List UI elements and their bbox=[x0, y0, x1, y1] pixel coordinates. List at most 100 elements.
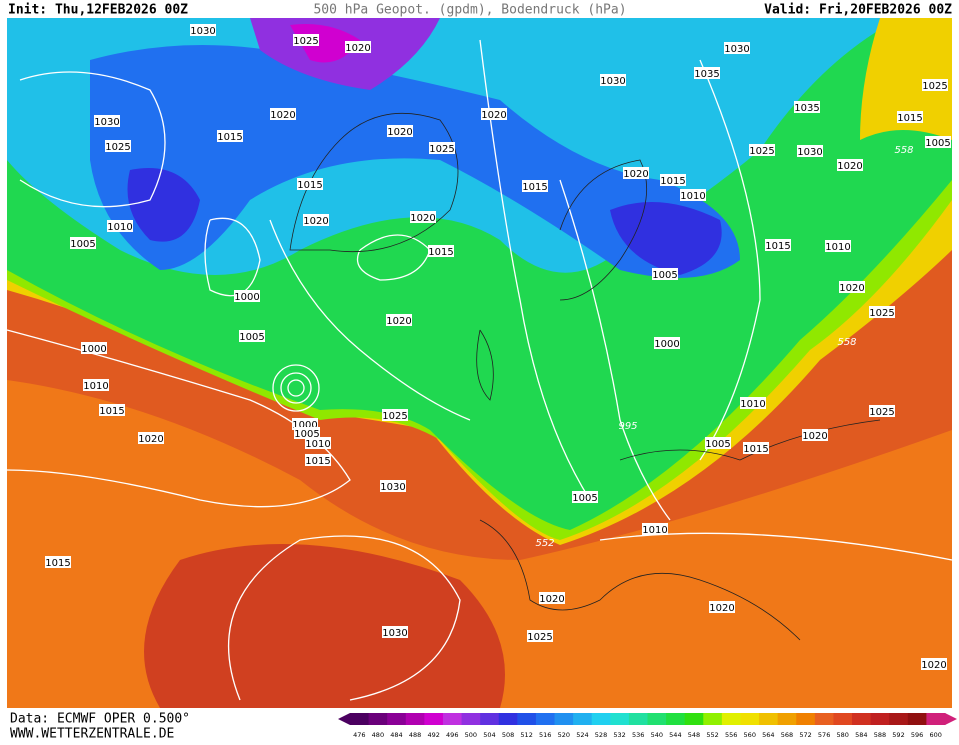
label-box bbox=[190, 24, 216, 36]
colorbar-label: 524 bbox=[576, 731, 588, 739]
isobar-label: 1025 bbox=[922, 81, 947, 92]
isobar-label: 1020 bbox=[839, 283, 864, 294]
colorbar-swatch bbox=[814, 713, 834, 725]
isobar-label: 1025 bbox=[749, 146, 774, 157]
colorbar-label: 480 bbox=[372, 731, 384, 739]
isobar-label: 1005 bbox=[652, 270, 677, 281]
colorbar-swatch bbox=[907, 713, 927, 725]
label-box bbox=[94, 115, 120, 127]
isobar-label: 1020 bbox=[481, 110, 506, 121]
colorbar-label: 584 bbox=[855, 731, 867, 739]
colorbar-label: 532 bbox=[613, 731, 625, 739]
valid-text: Valid: Fri,20FEB2026 00Z bbox=[764, 3, 952, 18]
colorbar-label: 492 bbox=[427, 731, 439, 739]
colorbar-swatch bbox=[703, 713, 723, 725]
label-box bbox=[428, 245, 454, 257]
isobar-label: 1015 bbox=[522, 182, 547, 193]
label-box bbox=[294, 427, 320, 439]
colorbar-swatch bbox=[554, 713, 574, 725]
label-box bbox=[387, 125, 413, 137]
colorbar-label: 544 bbox=[669, 731, 681, 739]
isobar-label: 1020 bbox=[539, 594, 564, 605]
label-box bbox=[572, 491, 598, 503]
isobar-label: 1020 bbox=[802, 431, 827, 442]
label-box bbox=[527, 630, 553, 642]
isobar-label: 1025 bbox=[382, 411, 407, 422]
isobar-label: 1030 bbox=[382, 628, 407, 639]
colorbar-swatch bbox=[424, 713, 444, 725]
isobar-label: 1005 bbox=[294, 429, 319, 440]
colorbar-label: 596 bbox=[911, 731, 923, 739]
colorbar-label: 504 bbox=[483, 731, 495, 739]
isobar-label: 1025 bbox=[293, 36, 318, 47]
colorbar-swatch bbox=[591, 713, 611, 725]
isobar-label: 558 bbox=[894, 145, 913, 156]
colorbar-label: 580 bbox=[837, 731, 849, 739]
isobar-label: 1000 bbox=[292, 420, 317, 431]
colorbar-swatch bbox=[350, 713, 370, 725]
isobar-label: 1035 bbox=[694, 69, 719, 80]
label-box bbox=[694, 67, 720, 79]
label-box bbox=[709, 601, 735, 613]
label-box bbox=[705, 437, 731, 449]
colorbar-swatch bbox=[777, 713, 797, 725]
isobar-label: 1020 bbox=[138, 434, 163, 445]
colorbar-swatch bbox=[573, 713, 593, 725]
label-box bbox=[522, 180, 548, 192]
label-box bbox=[305, 437, 331, 449]
colorbar-swatch bbox=[517, 713, 537, 725]
map-title: 500 hPa Geopot. (gpdm), Bodendruck (hPa) bbox=[313, 3, 626, 18]
isobar-label: 1010 bbox=[680, 191, 705, 202]
label-box bbox=[922, 79, 948, 91]
label-box bbox=[802, 429, 828, 441]
coastlines bbox=[289, 112, 881, 641]
colorbar-label: 592 bbox=[892, 731, 904, 739]
colorbar-swatch bbox=[721, 713, 741, 725]
label-box bbox=[305, 454, 331, 466]
colorbar-label: 588 bbox=[874, 731, 886, 739]
colorbar-label: 488 bbox=[409, 731, 421, 739]
isobar-label: 1030 bbox=[600, 76, 625, 87]
label-box bbox=[138, 432, 164, 444]
isobar-label: 1030 bbox=[797, 147, 822, 158]
colorbar-label: 560 bbox=[744, 731, 756, 739]
label-box bbox=[642, 523, 668, 535]
colorbar-swatch bbox=[628, 713, 648, 725]
label-box bbox=[481, 108, 507, 120]
isobar-label: 1010 bbox=[642, 525, 667, 536]
colorbar-arrow bbox=[338, 713, 350, 725]
isobar-label: 1020 bbox=[270, 110, 295, 121]
label-box bbox=[297, 178, 323, 190]
isobar-label: 1000 bbox=[234, 292, 259, 303]
label-box bbox=[654, 337, 680, 349]
label-box bbox=[839, 281, 865, 293]
isobar-label: 1030 bbox=[380, 482, 405, 493]
isobar-label: 1015 bbox=[660, 176, 685, 187]
isobar-label: 1025 bbox=[527, 632, 552, 643]
isobar-label: 1020 bbox=[623, 169, 648, 180]
label-box bbox=[83, 379, 109, 391]
isobar-label: 1000 bbox=[81, 344, 106, 355]
label-box bbox=[293, 34, 319, 46]
colorbar-label: 496 bbox=[446, 731, 458, 739]
colorbar-label: 552 bbox=[706, 731, 718, 739]
isobar-label: 1020 bbox=[387, 127, 412, 138]
label-box bbox=[234, 290, 260, 302]
isobar-label: 1005 bbox=[239, 332, 264, 343]
isobar-label: 1010 bbox=[83, 381, 108, 392]
label-box bbox=[380, 480, 406, 492]
colorbar-swatch bbox=[442, 713, 463, 725]
label-box bbox=[429, 142, 455, 154]
colorbar-swatch bbox=[666, 713, 686, 725]
colorbar-label: 556 bbox=[725, 731, 737, 739]
isobar-label: 1015 bbox=[217, 132, 242, 143]
isobar-label: 1015 bbox=[765, 241, 790, 252]
label-box bbox=[743, 442, 769, 454]
label-box bbox=[600, 74, 626, 86]
isobar-label: 1015 bbox=[305, 456, 330, 467]
isobar-label: 1020 bbox=[303, 216, 328, 227]
colorbar-label: 536 bbox=[632, 731, 644, 739]
label-box bbox=[680, 189, 706, 201]
